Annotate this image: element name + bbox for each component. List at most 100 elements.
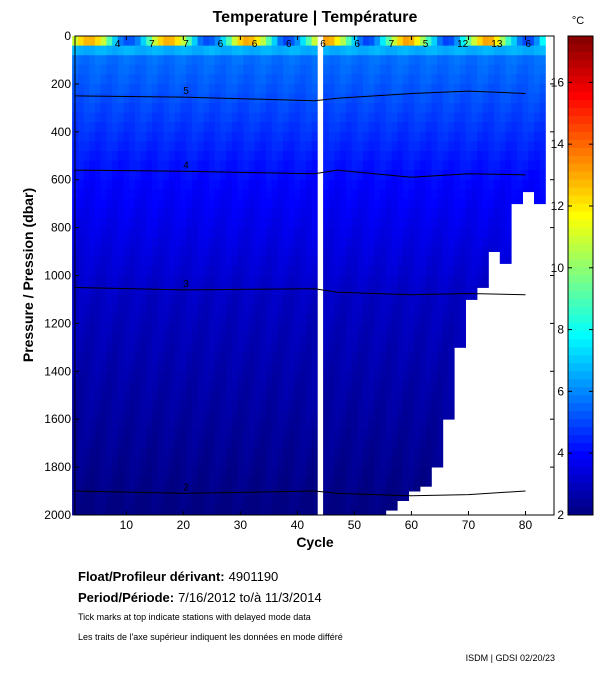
heatmap-cell [197,304,204,315]
heatmap-cell [203,438,210,449]
heatmap-cell [511,36,518,46]
heatmap-cell [157,160,164,171]
heatmap-cell [106,151,113,161]
heatmap-cell [431,409,438,420]
heatmap-cell [129,294,136,305]
heatmap-cell [146,227,153,238]
heatmap-cell [374,380,381,391]
heatmap-cell [334,208,341,219]
heatmap-cell [283,189,290,200]
heatmap-cell [209,476,216,487]
heatmap-cell [414,275,421,286]
heatmap-cell [283,93,290,104]
heatmap-cell [277,112,284,123]
heatmap-cell [494,112,501,123]
heatmap-cell [380,265,387,276]
heatmap-cell [106,476,113,487]
heatmap-cell [522,141,529,152]
heatmap-cell [534,74,541,85]
heatmap-cell [305,131,312,142]
heatmap-cell [328,505,335,516]
heatmap-cell [214,333,221,343]
heatmap-cell [157,419,164,430]
heatmap-cell [163,179,170,190]
colorbar-swatch [568,347,593,356]
colorbar-swatch [568,475,593,484]
heatmap-cell [209,227,216,238]
heatmap-cell [123,198,130,209]
heatmap-cell [305,122,312,133]
heatmap-cell [134,189,141,200]
heatmap-cell [134,93,141,104]
heatmap-cell [134,208,141,219]
heatmap-cell [112,74,119,85]
heatmap-cell [180,294,187,305]
heatmap-cell [374,83,381,94]
heatmap-cell [459,151,466,161]
heatmap-cell [471,227,478,238]
heatmap-cell [163,218,170,228]
heatmap-cell [186,486,193,497]
heatmap-cell [283,438,290,449]
heatmap-cell [191,409,198,420]
heatmap-cell [459,313,466,324]
heatmap-cell [163,36,170,46]
colorbar-swatch [568,115,593,125]
heatmap-cell [129,131,136,142]
heatmap-cell [334,131,341,142]
heatmap-cell [380,467,387,478]
heatmap-cell [385,189,392,200]
heatmap-cell [340,294,347,305]
heatmap-cell [243,342,250,353]
colorbar-unit: °C [572,15,584,27]
heatmap-cell [311,55,318,66]
heatmap-cell [534,103,541,114]
heatmap-cell [180,189,187,200]
heatmap-cell [368,93,375,104]
heatmap-cell [323,36,330,46]
heatmap-cell [516,122,523,133]
heatmap-cell [477,227,484,238]
heatmap-cell [277,151,284,161]
heatmap-cell [528,170,535,181]
colorbar-swatch [568,427,593,436]
heatmap-cell [328,198,335,209]
colorbar-swatch [568,131,593,141]
heatmap-cell [414,486,421,492]
heatmap-cell [106,361,113,372]
heatmap-cell [420,333,427,343]
heatmap-cell [522,131,529,142]
heatmap-cell [220,323,227,334]
heatmap-cell [471,285,478,296]
heatmap-cell [129,141,136,152]
heatmap-cell [186,198,193,209]
heatmap-cell [152,447,159,458]
heatmap-cell [254,112,261,123]
heatmap-cell [169,419,176,430]
heatmap-cell [368,189,375,200]
heatmap-cell [363,55,370,66]
heatmap-cell [448,380,455,391]
heatmap-cell [271,467,278,478]
heatmap-cell [368,371,375,382]
heatmap-cell [226,419,233,430]
heatmap-cell [402,256,409,267]
heatmap-cell [448,83,455,94]
heatmap-cell [89,400,96,410]
heatmap-cell [180,342,187,353]
heatmap-cell [511,64,518,75]
heatmap-cell [152,294,159,305]
heatmap-cell [140,323,147,334]
heatmap-cell [437,112,444,123]
heatmap-cell [112,265,119,276]
heatmap-cell [408,45,415,56]
heatmap-cell [140,333,147,343]
heatmap-cell [431,323,438,334]
heatmap-cell [374,438,381,449]
heatmap-cell [117,55,124,66]
heatmap-cell [300,409,307,420]
heatmap-cell [328,55,335,66]
heatmap-cell [157,428,164,439]
heatmap-cell [505,55,512,66]
heatmap-cell [368,304,375,315]
